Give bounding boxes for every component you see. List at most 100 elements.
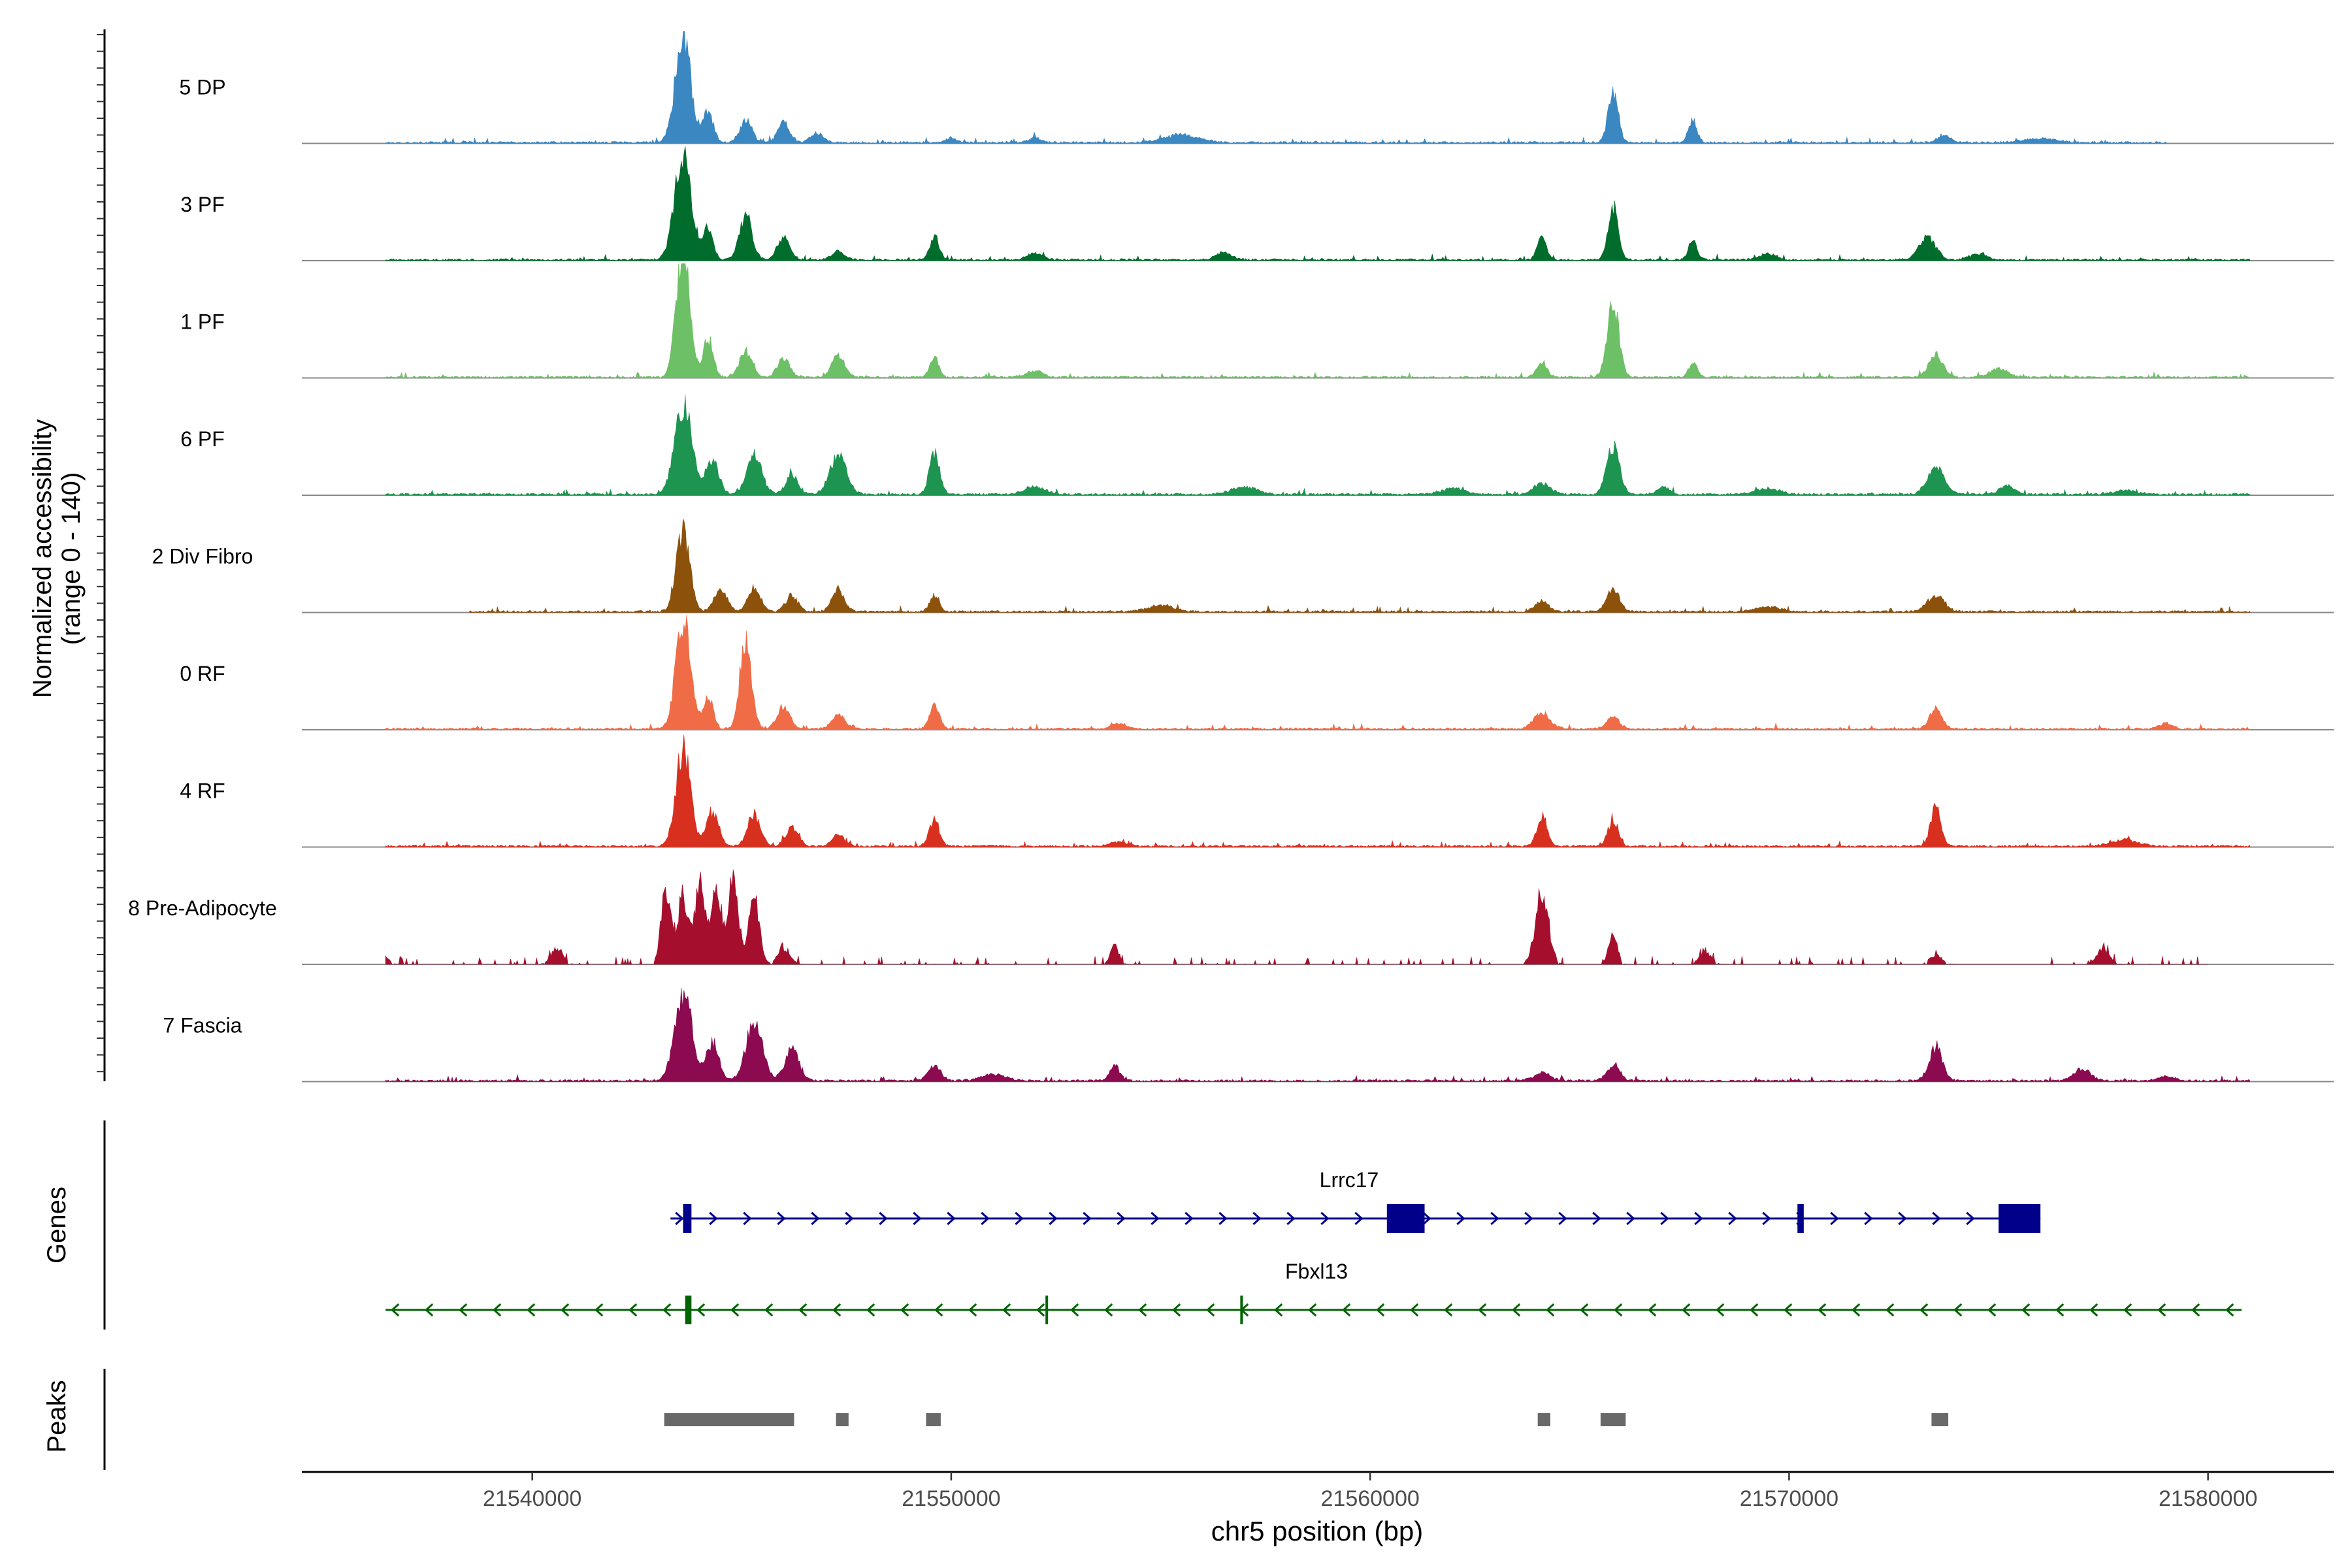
gene-annotation-panel: Lrrc17 Fbxl13 [103,1120,2242,1330]
strand-arrow [1818,1303,1827,1317]
track-label: 3 PF [180,193,225,216]
strand-arrow [1218,1211,1228,1226]
strand-arrow [1898,1211,1907,1226]
strand-arrow [1172,1303,1181,1317]
strand-arrow [1864,1211,1873,1226]
strand-arrow [1376,1303,1385,1317]
coverage-area [385,146,2251,261]
track-7-fascia: 7 Fascia [163,987,2334,1083]
track-8-pre-adipocyte: 8 Pre-Adipocyte [128,869,2334,966]
strand-arrow [777,1211,786,1226]
strand-arrow [1444,1303,1453,1317]
strand-arrow [1750,1303,1759,1317]
coverage-area [385,615,2251,730]
track-label: 2 Div Fibro [152,545,253,568]
strand-arrow [845,1211,854,1226]
strand-arrow [1206,1303,1215,1317]
strand-arrow [1410,1303,1419,1317]
exon [1045,1296,1049,1324]
exon [1797,1204,1804,1233]
strand-arrow [811,1211,820,1226]
strand-arrow [1932,1211,1941,1226]
strand-arrow [1083,1211,1092,1226]
strand-arrow [459,1303,468,1317]
strand-arrow [743,1211,752,1226]
peak-region [1537,1413,1550,1426]
strand-arrow [2225,1303,2234,1317]
strand-arrow [866,1303,875,1317]
strand-arrow [1342,1303,1351,1317]
peak-region [664,1413,794,1426]
track-5-dp: 5 DP [179,31,2334,144]
track-label: 8 Pre-Adipocyte [128,896,277,920]
strand-arrow [1852,1303,1861,1317]
strand-arrow [913,1211,922,1226]
strand-arrow [1049,1211,1058,1226]
strand-arrow [730,1303,740,1317]
x-tick-label: 21540000 [483,1486,581,1511]
track-2-div-fibro: 2 Div Fibro [152,518,2334,613]
strand-arrow [947,1211,956,1226]
x-axis: 21540000 21550000 21560000 21570000 21580000 [302,1471,2334,1511]
strand-arrow [662,1303,672,1317]
x-tick-label: 21550000 [902,1486,1000,1511]
strand-arrow [1648,1303,1657,1317]
strand-arrow [968,1303,977,1317]
strand-arrow [1274,1303,1283,1317]
strand-arrow [1558,1211,1567,1226]
strand-arrow [1308,1303,1317,1317]
exon [1999,1204,2041,1233]
strand-arrow [1580,1303,1589,1317]
strand-arrow [1716,1303,1725,1317]
gene-fbxl13: Fbxl13 [385,1260,2242,1324]
track-6-pf: 6 PF [180,395,2334,496]
strand-arrow [981,1211,990,1226]
coverage-area [385,869,2208,966]
track-3-pf: 3 PF [180,146,2334,261]
coverage-area [385,734,2251,848]
exon [685,1296,692,1324]
strand-arrow [1966,1211,1975,1226]
strand-arrow [1512,1303,1521,1317]
strand-arrow [1490,1211,1499,1226]
peaks-panel-label: Peaks [42,1380,71,1452]
strand-arrow [629,1303,638,1317]
strand-arrow [1682,1303,1691,1317]
strand-arrow [595,1303,604,1317]
strand-arrow [1036,1303,1045,1317]
gene-name-label: Lrrc17 [1320,1168,1379,1192]
track-1-pf: 1 PF [180,263,2334,379]
peak-region [926,1413,941,1426]
strand-arrow [832,1303,841,1317]
strand-arrow [1784,1303,1793,1317]
strand-arrow [1117,1211,1126,1226]
strand-arrow [798,1303,808,1317]
strand-arrow [561,1303,570,1317]
x-axis-title: chr5 position (bp) [1211,1516,1424,1546]
x-tick-label: 21560000 [1321,1486,1420,1511]
strand-arrow [1151,1211,1160,1226]
strand-arrow [1919,1303,1929,1317]
strand-arrow [900,1303,909,1317]
track-label: 4 RF [180,779,225,803]
coverage-area [385,31,2166,144]
gene-name-label: Fbxl13 [1285,1260,1348,1283]
track-4-rf: 4 RF [180,734,2334,848]
strand-arrow [1626,1211,1635,1226]
strand-arrow [527,1303,536,1317]
x-tick-label: 21580000 [2159,1486,2257,1511]
track-0-rf: 0 RF [180,615,2334,730]
strand-arrow [1830,1211,1839,1226]
exon [1386,1204,1425,1233]
y-axis-label-line2: (range 0 - 140) [57,472,86,645]
strand-arrow [1104,1303,1113,1317]
strand-arrow [2055,1303,2065,1317]
exon [683,1204,692,1233]
strand-arrow [1478,1303,1487,1317]
strand-arrow [2191,1303,2200,1317]
genes-panel-label: Genes [42,1186,71,1264]
strand-arrow [2123,1303,2132,1317]
strand-arrow [425,1303,434,1317]
peak-region [1931,1413,1949,1426]
exon [1240,1296,1243,1324]
